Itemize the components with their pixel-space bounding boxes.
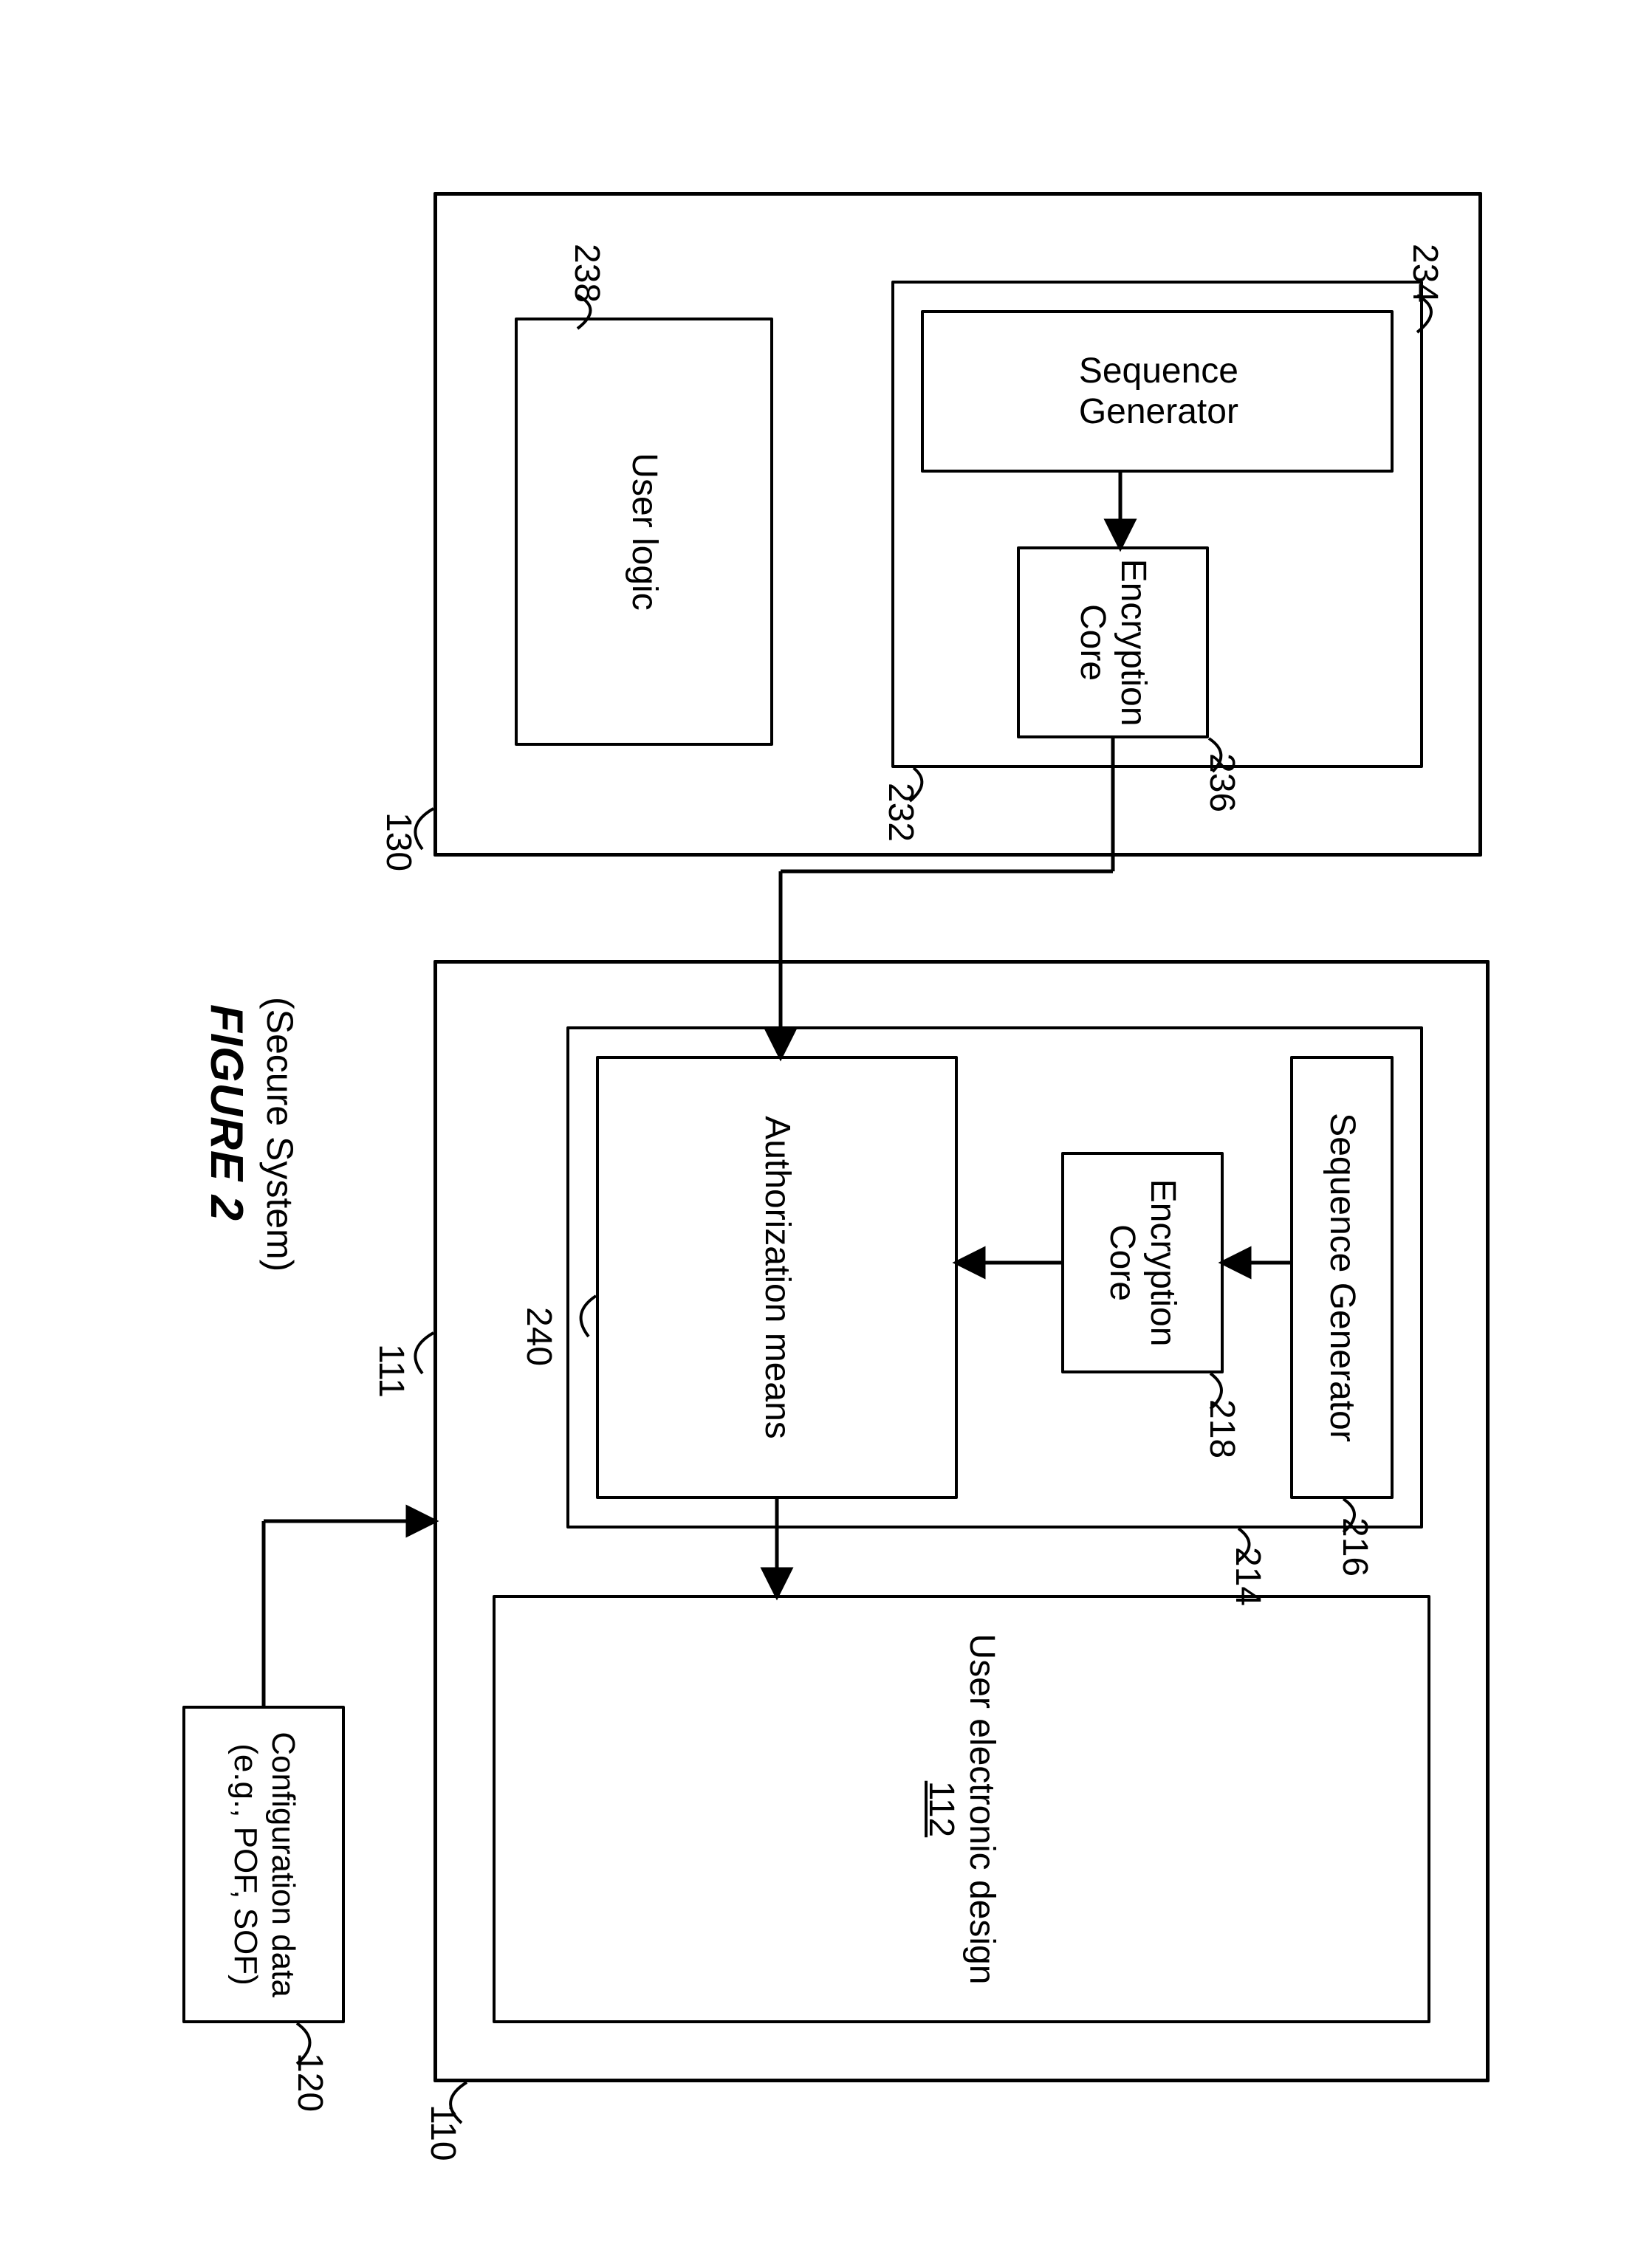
user-electronic-design-box: User electronic design 112	[493, 1595, 1430, 2023]
ref-111: 111	[371, 1344, 411, 1398]
user-electronic-design-label: User electronic design 112	[921, 1619, 1002, 2000]
encryption-core-218-label: Encryption Core	[1102, 1179, 1183, 1347]
ref-238: 238	[566, 244, 607, 303]
ref-130: 130	[378, 812, 419, 871]
configuration-data-box: Configuration data (e.g., POF, SOF)	[182, 1706, 345, 2023]
ref-234: 234	[1405, 244, 1445, 303]
user-logic-label: User logic	[623, 453, 664, 610]
figure-caption-main: FIGURE 2	[200, 1004, 253, 1221]
ref-236: 236	[1202, 753, 1242, 812]
sequence-generator-216-box: Sequence Generator	[1290, 1056, 1394, 1499]
ref-232: 232	[880, 783, 921, 842]
ref-120: 120	[289, 2053, 330, 2112]
encryption-core-236-label: Encryption Core	[1072, 559, 1154, 727]
encryption-core-236-box: Encryption Core	[1017, 546, 1209, 738]
ref-214: 214	[1227, 1547, 1268, 1606]
ref-240: 240	[518, 1307, 559, 1366]
encryption-core-218-box: Encryption Core	[1061, 1152, 1224, 1373]
user-logic-box: User logic	[515, 318, 773, 746]
authorization-means-label: Authorization means	[756, 1116, 797, 1439]
sequence-generator-234-label: Sequence Generator	[1079, 351, 1235, 432]
diagram-stage: Sequence Generator Encryption Core User …	[0, 0, 1652, 2261]
ref-218: 218	[1202, 1399, 1242, 1458]
sequence-generator-234-box: Sequence Generator	[921, 310, 1394, 473]
figure-caption-paren: (Secure System)	[258, 997, 301, 1272]
configuration-data-label: Configuration data (e.g., POF, SOF)	[226, 1732, 301, 1997]
sequence-generator-216-label: Sequence Generator	[1321, 1113, 1362, 1442]
authorization-means-box: Authorization means	[596, 1056, 958, 1499]
ref-216: 216	[1334, 1517, 1375, 1576]
ref-110: 110	[422, 2104, 463, 2161]
